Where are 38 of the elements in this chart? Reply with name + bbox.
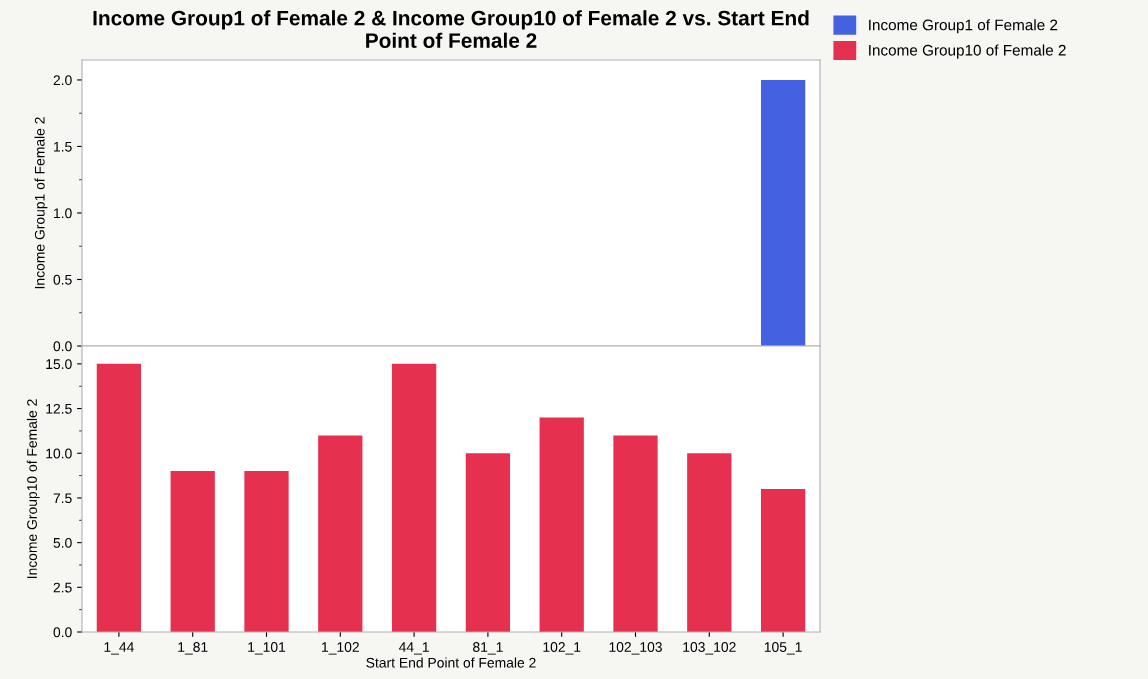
bar <box>539 417 584 632</box>
x-tick-label: 103_102 <box>683 642 736 655</box>
bar <box>465 453 511 632</box>
x-tick-label: 1_101 <box>248 642 286 655</box>
x-tick-label: 1_102 <box>322 642 359 655</box>
bar <box>244 471 289 632</box>
x-tick-label: 1_44 <box>104 642 134 655</box>
x-tick-label: 102_1 <box>543 642 581 655</box>
x-tick-label: 105_1 <box>764 642 802 655</box>
y-axis-title: Income Group10 of Female 2 <box>26 399 40 579</box>
y-tick-label: 0.0 <box>53 341 72 352</box>
y-tick-label: 2.0 <box>53 75 72 86</box>
y-tick-label: 12.5 <box>46 403 72 414</box>
x-axis-title: Start End Point of Female 2 <box>366 657 536 668</box>
bar <box>760 489 806 632</box>
y-tick-label: 7.5 <box>53 493 72 504</box>
legend-label: Income Group1 of Female 2 <box>869 19 1058 34</box>
y-tick-label: 0.0 <box>53 627 72 638</box>
bar <box>318 435 363 632</box>
y-tick-label: 5.0 <box>53 537 72 548</box>
y-tick-label: 10.0 <box>46 448 72 459</box>
y-tick-label: 1.5 <box>54 141 72 152</box>
bar <box>687 453 732 632</box>
bar <box>391 363 437 632</box>
x-tick-label: 1_81 <box>178 642 208 655</box>
chart-title: Income Group1 of Female 2 & Income Group10 of Female 2 vs. Start End Point of Female 2 <box>93 10 809 48</box>
x-tick-label: 81_1 <box>473 642 503 655</box>
x-tick-label: 102_103 <box>609 642 662 655</box>
y-tick-label: 15.0 <box>46 359 72 370</box>
y-tick-label: 1.0 <box>54 208 72 219</box>
bar <box>613 435 658 632</box>
y-axis-title: Income Group1 of Female 2 <box>34 117 48 289</box>
y-tick-label: 2.5 <box>53 582 72 593</box>
legend-label: Income Group10 of Female 2 <box>869 44 1066 59</box>
x-tick-label: 44_1 <box>398 642 429 655</box>
y-tick-label: 0.5 <box>53 274 72 285</box>
bar <box>170 471 215 632</box>
bar <box>96 363 142 632</box>
